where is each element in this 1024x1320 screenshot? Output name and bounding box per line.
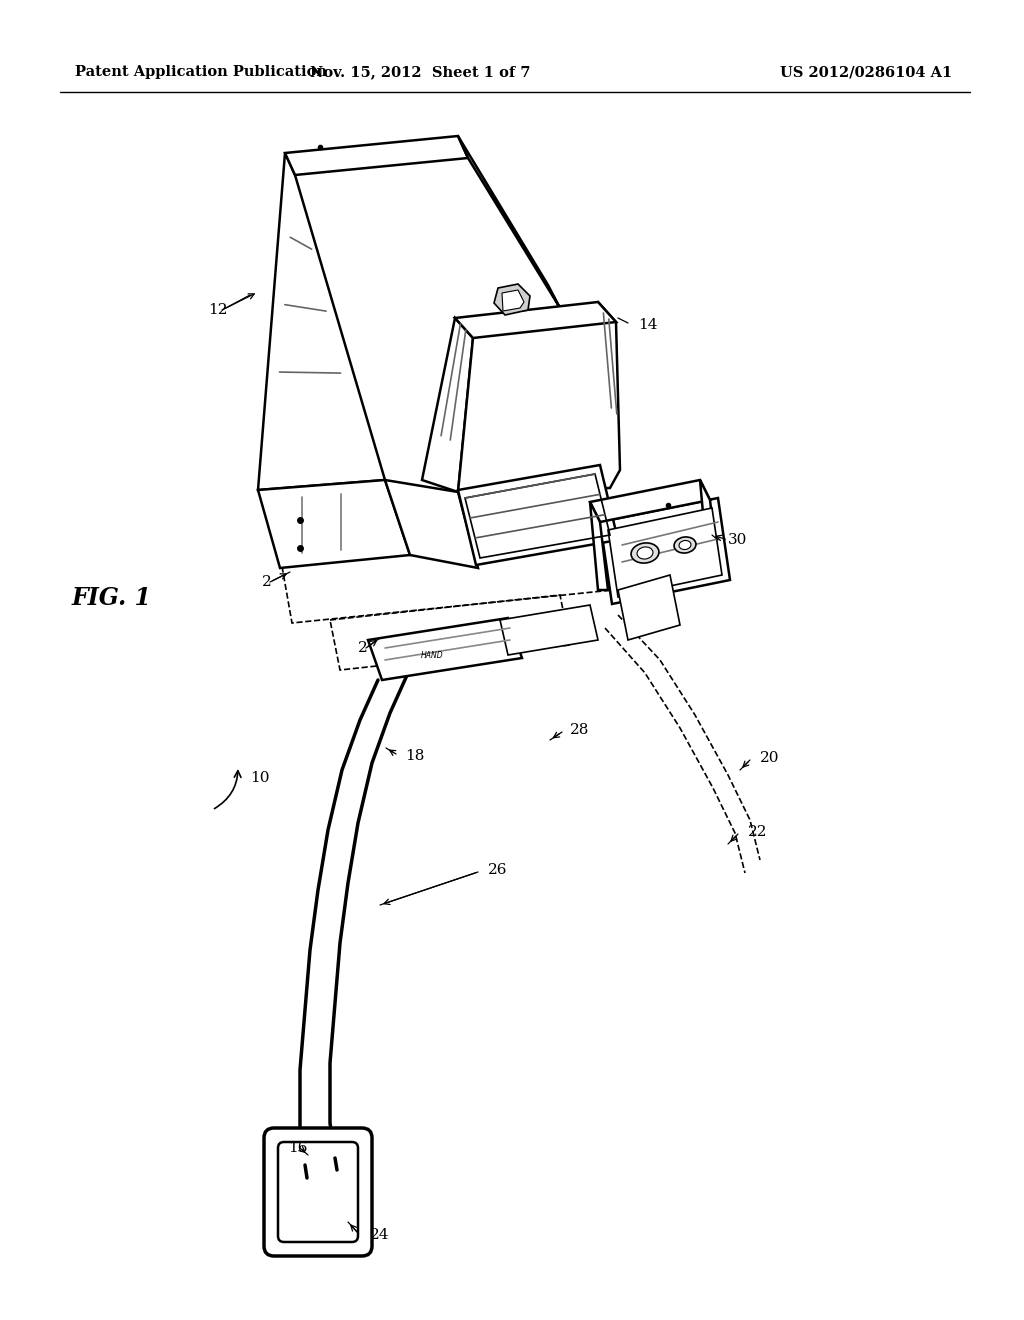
Polygon shape — [590, 480, 710, 521]
Polygon shape — [618, 576, 680, 640]
Text: 2: 2 — [262, 576, 271, 589]
Polygon shape — [700, 480, 718, 568]
Text: 24: 24 — [370, 1228, 389, 1242]
Ellipse shape — [674, 537, 696, 553]
Polygon shape — [500, 605, 598, 655]
Text: 28: 28 — [570, 723, 590, 737]
Text: 16: 16 — [288, 1140, 307, 1155]
Polygon shape — [368, 618, 522, 680]
Polygon shape — [258, 153, 385, 490]
Text: 14: 14 — [638, 318, 657, 333]
Text: Patent Application Publication: Patent Application Publication — [75, 65, 327, 79]
Text: 10: 10 — [250, 771, 269, 785]
Polygon shape — [455, 302, 616, 338]
Polygon shape — [422, 318, 473, 492]
Polygon shape — [608, 508, 722, 597]
FancyArrowPatch shape — [214, 771, 241, 809]
Text: 20: 20 — [760, 751, 779, 766]
Text: 18: 18 — [406, 748, 424, 763]
Polygon shape — [590, 502, 608, 590]
Polygon shape — [458, 302, 620, 492]
Text: HAND: HAND — [421, 651, 443, 660]
Text: FIG. 1: FIG. 1 — [72, 586, 152, 610]
Polygon shape — [385, 480, 478, 568]
FancyBboxPatch shape — [278, 1142, 358, 1242]
Text: 26: 26 — [488, 863, 508, 876]
Ellipse shape — [637, 546, 653, 560]
Polygon shape — [458, 465, 618, 565]
Text: 2: 2 — [358, 642, 368, 655]
Polygon shape — [600, 498, 730, 605]
Polygon shape — [285, 136, 468, 176]
Text: US 2012/0286104 A1: US 2012/0286104 A1 — [780, 65, 952, 79]
Ellipse shape — [631, 543, 658, 564]
Polygon shape — [494, 284, 530, 315]
Polygon shape — [502, 290, 524, 312]
Polygon shape — [258, 480, 410, 568]
Text: 12: 12 — [208, 304, 227, 317]
FancyBboxPatch shape — [264, 1129, 372, 1257]
Text: 22: 22 — [748, 825, 768, 840]
Polygon shape — [458, 136, 560, 308]
Text: Nov. 15, 2012  Sheet 1 of 7: Nov. 15, 2012 Sheet 1 of 7 — [309, 65, 530, 79]
Ellipse shape — [679, 540, 691, 549]
Text: 30: 30 — [728, 533, 748, 546]
